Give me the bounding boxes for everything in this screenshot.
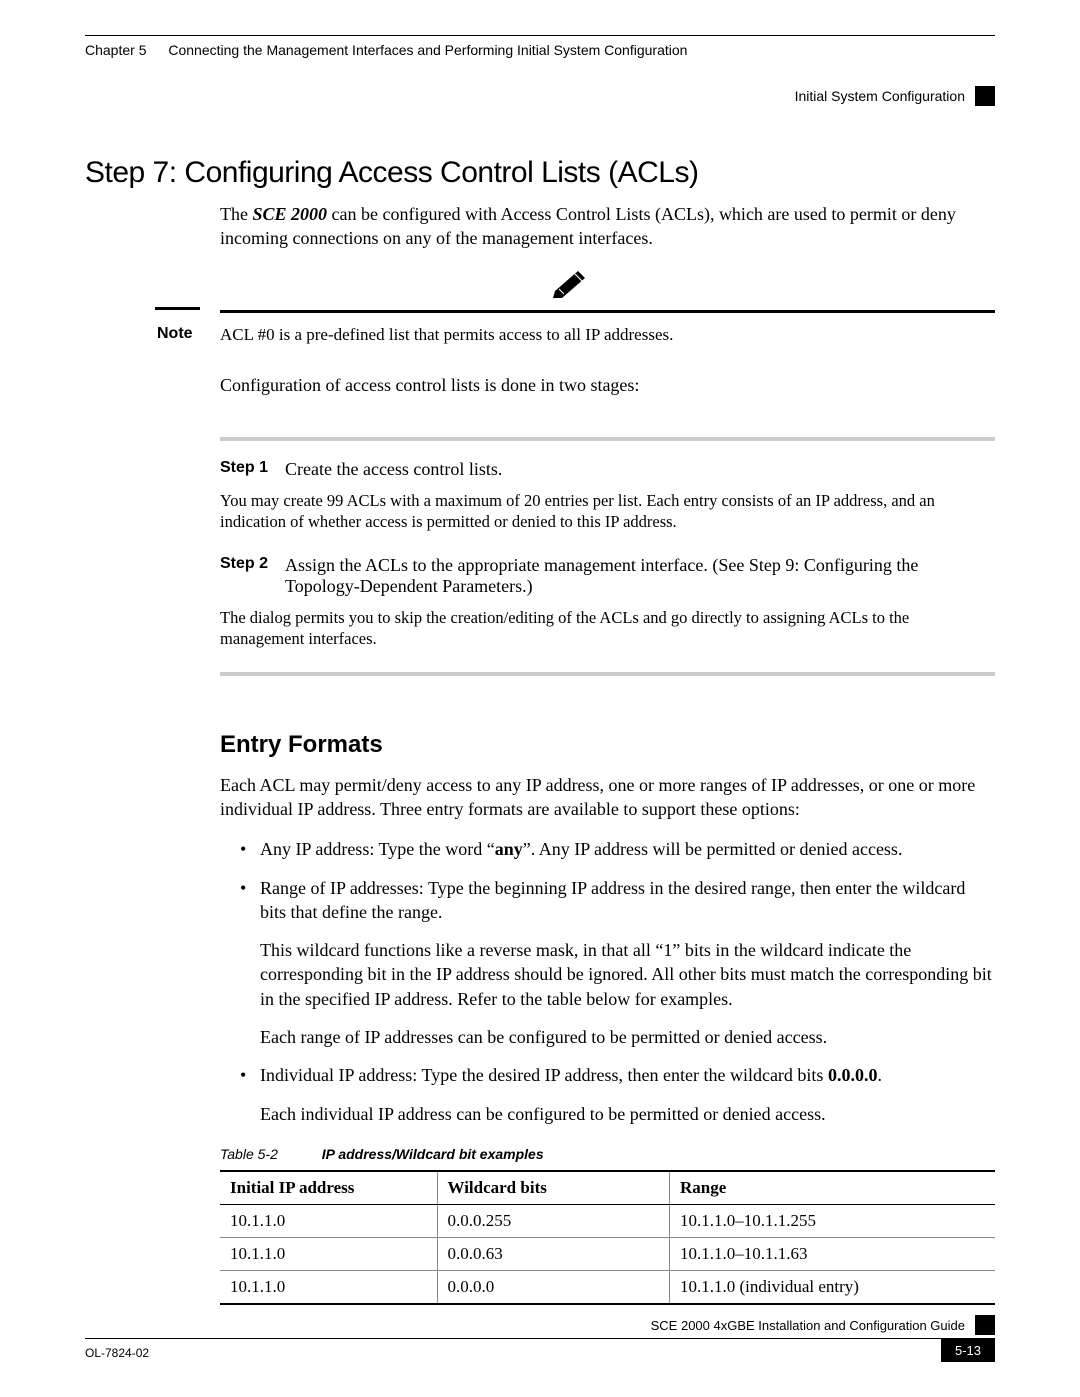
note-section: Note ACL #0 is a pre-defined list that p… (85, 269, 995, 345)
step-2-row: Step 2 Assign the ACLs to the appropriat… (220, 555, 995, 597)
entry-intro: Each ACL may permit/deny access to any I… (220, 773, 995, 822)
step-1-text: Create the access control lists. (285, 459, 502, 480)
divider (220, 672, 995, 676)
page-footer: SCE 2000 4xGBE Installation and Configur… (85, 1315, 995, 1362)
table-row: 10.1.1.0 0.0.0.255 10.1.1.0–10.1.1.255 (220, 1204, 995, 1237)
stages-text: Configuration of access control lists is… (220, 373, 995, 397)
page-header: Chapter 5 Connecting the Management Inte… (85, 42, 995, 58)
step-1-note: You may create 99 ACLs with a maximum of… (220, 490, 995, 533)
main-heading: Step 7: Configuring Access Control Lists… (85, 156, 995, 190)
step-2-label: Step 2 (220, 555, 285, 573)
note-text: ACL #0 is a pre-defined list that permit… (220, 325, 673, 345)
col-wildcard: Wildcard bits (437, 1171, 670, 1205)
page-number: 5-13 (941, 1339, 995, 1362)
table-header-row: Initial IP address Wildcard bits Range (220, 1171, 995, 1205)
step-2-note: The dialog permits you to skip the creat… (220, 607, 995, 650)
chapter-number: Chapter 5 (85, 42, 146, 58)
entry-bullets: Any IP address: Type the word “any”. Any… (240, 837, 995, 924)
table-title: IP address/Wildcard bit examples (322, 1146, 544, 1162)
table-caption: Table 5-2 IP address/Wildcard bit exampl… (220, 1146, 995, 1162)
step-2-text: Assign the ACLs to the appropriate manag… (285, 555, 995, 597)
chapter-title: Connecting the Management Interfaces and… (168, 42, 687, 58)
footer-guide-title: SCE 2000 4xGBE Installation and Configur… (651, 1318, 965, 1333)
bullet-individual-sub: Each individual IP address can be config… (260, 1102, 995, 1126)
divider (220, 437, 995, 441)
bullet-individual: Individual IP address: Type the desired … (240, 1063, 995, 1087)
table-number: Table 5-2 (220, 1146, 278, 1162)
header-marker-box (975, 86, 995, 106)
note-label: Note (157, 325, 220, 343)
bullet-range-sub2: Each range of IP addresses can be config… (260, 1025, 995, 1049)
step-1-label: Step 1 (220, 459, 285, 477)
wildcard-table: Initial IP address Wildcard bits Range 1… (220, 1170, 995, 1305)
col-range: Range (670, 1171, 996, 1205)
intro-paragraph: The SCE 2000 can be configured with Acce… (220, 202, 995, 251)
note-pencil-icon (155, 269, 985, 310)
step-1-row: Step 1 Create the access control lists. (220, 459, 995, 480)
section-title: Initial System Configuration (795, 88, 965, 104)
entry-formats-heading: Entry Formats (220, 731, 995, 759)
footer-marker-box (975, 1315, 995, 1335)
bullet-any-ip: Any IP address: Type the word “any”. Any… (240, 837, 995, 861)
table-row: 10.1.1.0 0.0.0.0 10.1.1.0 (individual en… (220, 1270, 995, 1304)
table-row: 10.1.1.0 0.0.0.63 10.1.1.0–10.1.1.63 (220, 1237, 995, 1270)
doc-id: OL-7824-02 (85, 1346, 149, 1360)
bullet-range-sub1: This wildcard functions like a reverse m… (260, 938, 995, 1011)
bullet-range: Range of IP addresses: Type the beginnin… (240, 876, 995, 925)
col-initial-ip: Initial IP address (220, 1171, 437, 1205)
